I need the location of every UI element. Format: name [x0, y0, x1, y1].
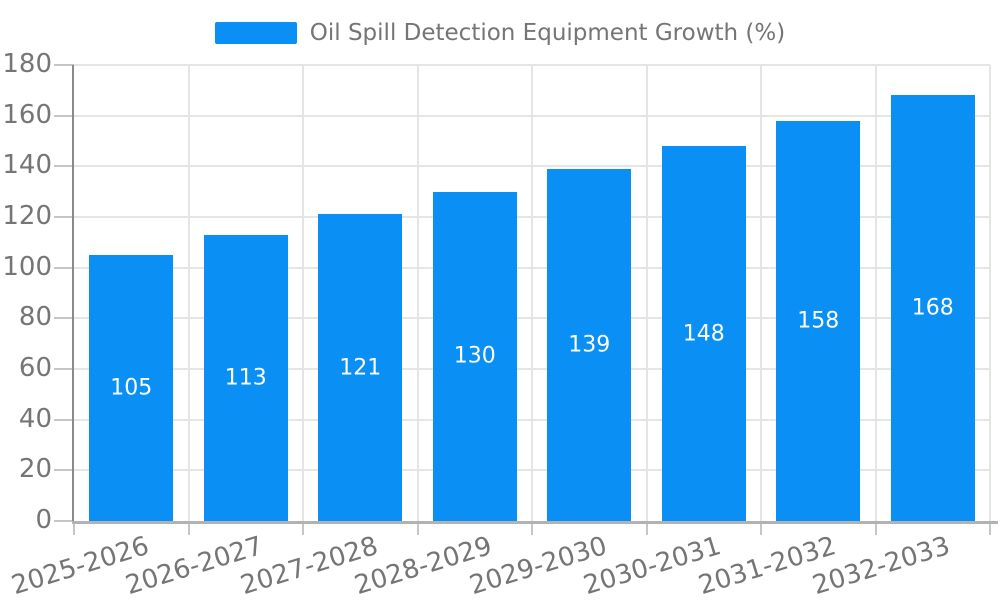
x-axis-tick: [989, 524, 991, 535]
y-axis-label: 120: [2, 200, 52, 231]
bar-value-label: 130: [453, 343, 496, 369]
gridline-vertical: [187, 65, 190, 521]
bar: 148: [661, 146, 746, 521]
bar: 105: [89, 255, 174, 521]
bar: 158: [776, 120, 861, 521]
bar: 130: [432, 191, 517, 521]
y-axis-tick: [54, 418, 74, 421]
y-axis-tick: [54, 216, 74, 218]
bar-value-label: 148: [682, 321, 725, 347]
y-axis-tick: [54, 368, 74, 370]
bar: 139: [547, 168, 632, 521]
bar: 168: [890, 95, 975, 521]
y-axis-tick: [54, 469, 74, 472]
y-axis-label: 100: [2, 251, 52, 282]
gridline-vertical: [531, 65, 533, 521]
legend: Oil Spill Detection Equipment Growth (%): [0, 20, 1000, 46]
y-axis-label: 140: [2, 150, 52, 181]
legend-swatch-icon: [214, 22, 297, 44]
x-axis-tick: [302, 524, 304, 535]
y-axis-label: 60: [18, 352, 52, 383]
y-axis-tick: [54, 266, 74, 269]
gridline-vertical: [416, 65, 419, 521]
y-axis-tick: [54, 165, 74, 168]
bar: 121: [318, 214, 403, 521]
y-axis-line: [72, 65, 74, 524]
y-axis-label: 160: [2, 99, 52, 130]
gridline-vertical: [874, 65, 877, 521]
y-axis-label: 80: [18, 302, 52, 333]
gridline-vertical: [989, 65, 991, 521]
gridline-vertical: [645, 65, 648, 521]
gridline-vertical: [302, 65, 304, 521]
y-axis-tick: [54, 64, 74, 66]
y-axis-label: 40: [18, 403, 52, 434]
legend-item[interactable]: Oil Spill Detection Equipment Growth (%): [214, 20, 786, 46]
y-axis-label: 20: [18, 454, 52, 485]
x-axis-tick: [874, 524, 877, 535]
y-axis-tick: [54, 520, 74, 522]
x-axis-tick: [416, 524, 419, 535]
x-axis-tick: [760, 524, 762, 535]
y-axis-label: 0: [35, 504, 52, 535]
y-axis-tick: [54, 114, 74, 117]
bar-value-label: 121: [339, 355, 382, 381]
bar-value-label: 105: [110, 375, 153, 401]
y-axis-label: 180: [2, 48, 52, 79]
x-axis-tick: [645, 524, 648, 535]
bar-value-label: 168: [911, 295, 954, 321]
x-axis-tick: [531, 524, 533, 535]
bar: 113: [203, 234, 288, 521]
bar-value-label: 113: [224, 365, 267, 391]
legend-label: Oil Spill Detection Equipment Growth (%): [309, 20, 786, 46]
x-axis-tick: [187, 524, 190, 535]
x-axis-line: [72, 521, 998, 524]
gridline-vertical: [760, 65, 762, 521]
bar-value-label: 158: [797, 308, 840, 334]
x-axis-tick: [73, 524, 75, 535]
y-axis-tick: [54, 317, 74, 320]
bar-value-label: 139: [568, 332, 611, 358]
